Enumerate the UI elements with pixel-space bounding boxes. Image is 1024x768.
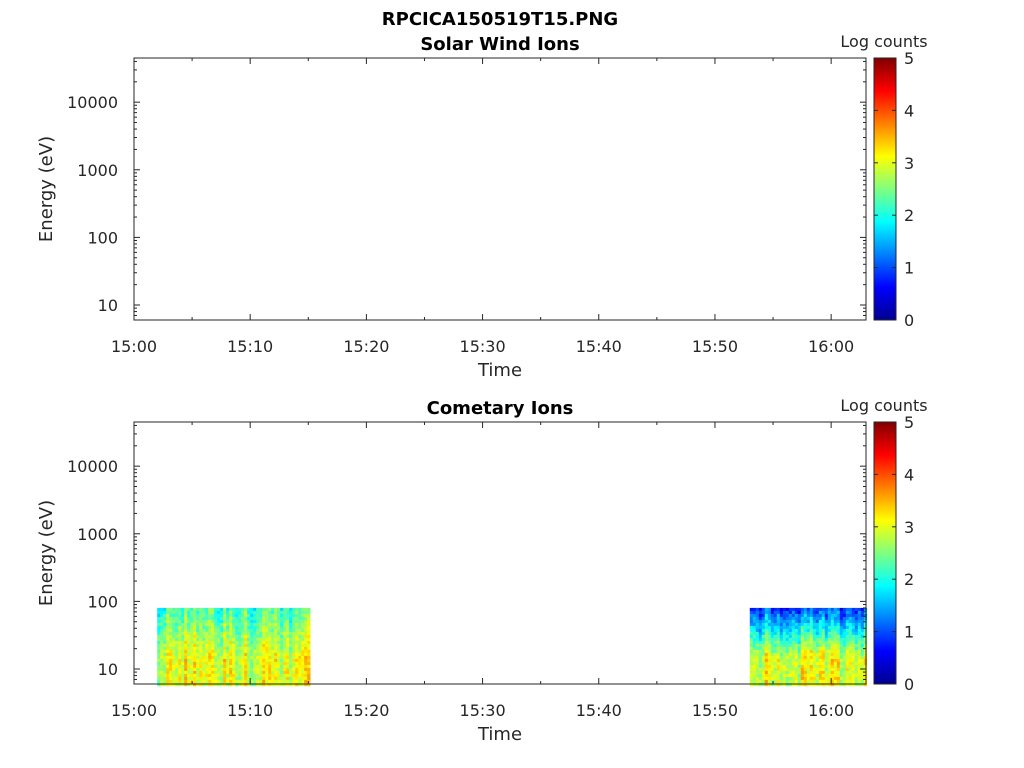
x-tick-label: 15:50	[692, 337, 738, 356]
colorbar-tick-label: 5	[904, 49, 914, 68]
data-block	[749, 607, 868, 687]
x-tick-label: 15:00	[111, 337, 157, 356]
plot-frame	[133, 57, 867, 321]
colorbar-tick-label: 4	[904, 101, 914, 120]
x-tick-label: 15:50	[692, 701, 738, 720]
colorbar-tick-label: 1	[904, 623, 914, 642]
panel-title: Cometary Ions	[427, 398, 574, 419]
colorbar-tick-label: 2	[904, 570, 914, 589]
colorbar-tick-label: 0	[904, 311, 914, 330]
y-tick-label: 10000	[67, 457, 118, 476]
x-axis-label: Time	[477, 724, 522, 745]
panel-title: Solar Wind Ions	[420, 34, 579, 55]
y-tick-label: 1000	[77, 161, 118, 180]
y-tick-label: 100	[87, 592, 118, 611]
x-tick-label: 16:00	[808, 337, 854, 356]
x-tick-label: 15:20	[343, 337, 389, 356]
colorbar	[873, 57, 897, 321]
y-tick-label: 10	[98, 296, 118, 315]
x-tick-label: 15:00	[111, 701, 157, 720]
x-tick-label: 15:30	[460, 337, 506, 356]
x-tick-label: 15:40	[576, 701, 622, 720]
x-tick-label: 16:00	[808, 701, 854, 720]
x-axis-label: Time	[477, 360, 522, 381]
colorbar-tick-label: 5	[904, 413, 914, 432]
x-tick-label: 15:30	[460, 701, 506, 720]
data-block	[157, 607, 311, 687]
y-tick-label: 1000	[77, 525, 118, 544]
colorbar-tick-label: 4	[904, 465, 914, 484]
y-tick-label: 10	[98, 660, 118, 679]
colorbar-tick-label: 3	[904, 154, 914, 173]
solar-wind-ions-panel: 15:00 15:10 15:20 15:30 15:40 15:50 16:0010100…	[36, 32, 928, 381]
x-tick-label: 15:20	[343, 701, 389, 720]
x-tick-label: 15:40	[576, 337, 622, 356]
y-axis-label: Energy (eV)	[36, 500, 57, 606]
y-axis-label: Energy (eV)	[36, 136, 57, 242]
colorbar-label: Log counts	[840, 396, 927, 415]
plot-frame	[133, 421, 867, 685]
y-tick-label: 100	[87, 228, 118, 247]
colorbar-tick-label: 0	[904, 675, 914, 694]
colorbar-tick-label: 1	[904, 259, 914, 278]
figure-title: RPCICA150519T15.PNG	[382, 9, 618, 30]
colorbar-tick-label: 2	[904, 206, 914, 225]
colorbar-tick-label: 3	[904, 518, 914, 537]
cometary-ions-panel: 15:00 15:10 15:20 15:30 15:40 15:50 16:0010100…	[36, 396, 928, 745]
x-tick-label: 15:10	[227, 701, 273, 720]
x-tick-label: 15:10	[227, 337, 273, 356]
y-tick-label: 10000	[67, 93, 118, 112]
colorbar	[873, 421, 897, 685]
colorbar-label: Log counts	[840, 32, 927, 51]
